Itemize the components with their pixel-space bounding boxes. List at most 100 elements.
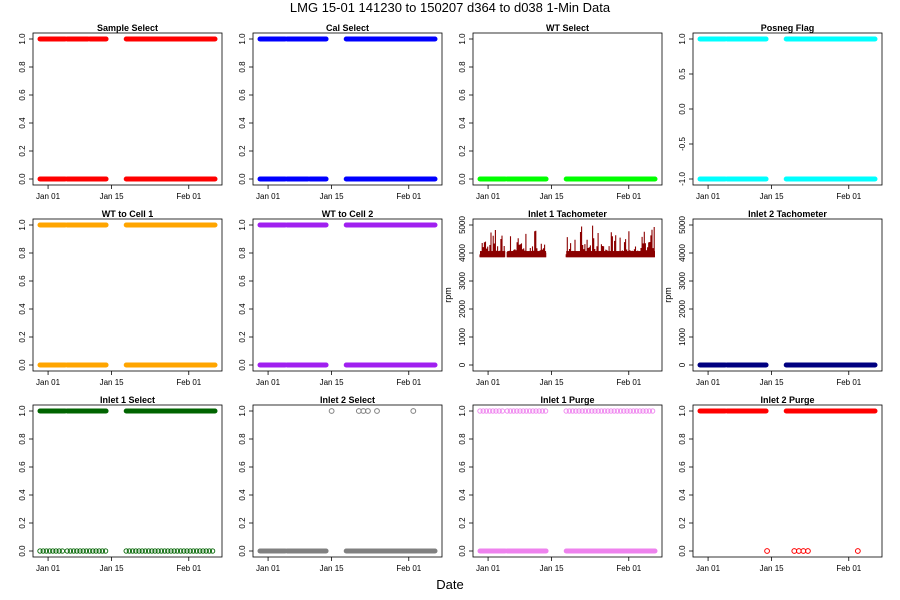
x-tick-label: Jan 15	[100, 192, 125, 201]
y-tick-label: 1.0	[458, 33, 467, 45]
y-tick-label: 0	[678, 362, 687, 367]
y-tick-label: -0.5	[678, 137, 687, 151]
data-point	[490, 408, 496, 414]
x-tick-label: Jan 15	[760, 564, 785, 573]
data-point	[526, 408, 533, 414]
data-point	[46, 548, 53, 554]
data-point	[171, 548, 177, 554]
plot-frame	[252, 218, 443, 372]
plot-frame	[692, 218, 883, 372]
x-tick-label: Jan 01	[476, 564, 501, 573]
y-tick-label: 0.0	[18, 359, 27, 371]
data-point	[56, 548, 62, 554]
data-point	[542, 408, 549, 414]
y-tick-label: 0.6	[18, 461, 27, 473]
x-tick-label: Jan 01	[696, 192, 721, 201]
panel-5: WT to Cell 1 0.0 0.2 0.4 0.6 0.8 1.0 Jan 01 Jan …	[18, 209, 223, 387]
x-tick-label: Jan 01	[696, 378, 721, 387]
data-point	[637, 408, 643, 414]
y-tick-label: 0.6	[678, 461, 687, 473]
data-point	[187, 548, 193, 554]
data-point	[43, 548, 50, 554]
plot-frame	[472, 218, 663, 372]
x-tick-label: Jan 01	[476, 378, 501, 387]
data-point	[480, 408, 486, 414]
data-point	[129, 548, 136, 554]
x-tick-label: Jan 15	[100, 378, 125, 387]
y-tick-label: 1.0	[238, 405, 247, 417]
panel-title: Inlet 2 Purge	[760, 395, 814, 405]
y-tick-label: 0.6	[18, 89, 27, 101]
x-tick-label: Jan 15	[320, 192, 345, 201]
x-tick-label: Jan 01	[256, 192, 281, 201]
data-point	[614, 408, 621, 414]
data-point	[59, 548, 66, 554]
panel-title: WT Select	[546, 23, 589, 33]
data-point	[365, 408, 371, 414]
y-axis-label: rpm	[663, 287, 673, 303]
plot-frame	[32, 32, 223, 186]
y-tick-label: 0.2	[18, 331, 27, 343]
x-tick-label: Jan 01	[36, 192, 61, 201]
panel-10: Inlet 2 Select 0.0 0.2 0.4 0.6 0.8 1.0 Jan 01 Ja…	[238, 395, 443, 573]
data-point	[90, 548, 96, 554]
y-tick-label: 0.0	[458, 173, 467, 185]
data-point	[483, 408, 490, 414]
data-point	[177, 548, 184, 554]
data-point	[200, 548, 206, 554]
x-tick-label: Jan 15	[540, 192, 565, 201]
y-tick-label: 2000	[678, 300, 687, 318]
panel-9: Inlet 1 Select 0.0 0.2 0.4 0.6 0.8 1.0 Jan 01 Ja…	[18, 395, 223, 573]
y-tick-label: 0.8	[238, 61, 247, 73]
data-point	[161, 548, 168, 554]
data-point	[40, 548, 46, 554]
data-point	[854, 548, 861, 554]
y-tick-label: 0.0	[18, 173, 27, 185]
data-point	[126, 548, 133, 554]
y-axis-label: rpm	[443, 287, 453, 303]
y-tick-label: 0.0	[678, 545, 687, 557]
y-tick-label: 0.4	[238, 489, 247, 501]
data-point	[514, 408, 520, 414]
data-point	[601, 408, 608, 414]
page-title: LMG 15-01 141230 to 150207 d364 to d038 …	[289, 0, 611, 15]
data-point	[133, 548, 139, 554]
plot-frame	[472, 404, 663, 558]
y-tick-label: 5000	[678, 216, 687, 234]
panel-title: Cal Select	[326, 23, 369, 33]
data-spikes	[565, 225, 655, 258]
data-point	[539, 408, 546, 414]
x-tick-label: Feb 01	[616, 192, 641, 201]
data-point	[585, 408, 592, 414]
data-point	[80, 548, 86, 554]
panel-8: Inlet 2 Tachometer 0 1000 2000 3000 4000 5000 r…	[663, 209, 883, 387]
y-tick-label: 3000	[678, 272, 687, 290]
data-point	[576, 408, 582, 414]
data-point	[630, 408, 637, 414]
data-point	[83, 548, 90, 554]
y-tick-label: 0.6	[238, 89, 247, 101]
y-tick-label: 1000	[458, 328, 467, 346]
data-point	[764, 548, 770, 554]
data-point	[569, 408, 576, 414]
panel-12: Inlet 2 Purge 0.0 0.2 0.4 0.6 0.8 1.0 Jan 01 Jan…	[678, 395, 883, 573]
panel-11: Inlet 1 Purge 0.0 0.2 0.4 0.6 0.8 1.0 Jan 01 Jan…	[458, 395, 663, 573]
y-tick-label: 0.2	[238, 145, 247, 157]
x-tick-label: Jan 01	[256, 378, 281, 387]
panel-3: WT Select 0.0 0.2 0.4 0.6 0.8 1.0 Jan 01 Jan 15 F…	[458, 23, 663, 201]
y-tick-label: 0.4	[18, 489, 27, 501]
plot-frame	[692, 404, 883, 558]
data-point	[155, 548, 161, 554]
panel-title: Inlet 1 Tachometer	[528, 209, 607, 219]
data-point	[168, 548, 174, 554]
x-tick-label: Feb 01	[396, 378, 421, 387]
x-tick-label: Jan 01	[476, 192, 501, 201]
x-tick-label: Jan 15	[540, 378, 565, 387]
data-spikes	[479, 230, 505, 258]
x-tick-label: Feb 01	[836, 564, 861, 573]
data-point	[152, 548, 158, 554]
data-point	[50, 548, 56, 554]
data-point	[165, 548, 171, 554]
y-tick-label: 1.0	[458, 405, 467, 417]
y-tick-label: 0.8	[458, 61, 467, 73]
